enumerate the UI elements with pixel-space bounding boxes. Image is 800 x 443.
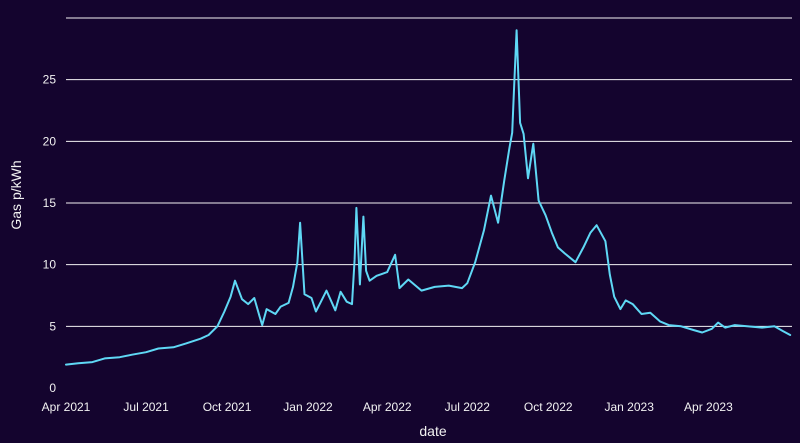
series-layer (65, 29, 792, 366)
x-tick-label: Jul 2021 (123, 400, 169, 414)
x-tick-label: Jan 2022 (283, 400, 333, 414)
series-line-0 (65, 29, 792, 366)
y-axis-title: Gas p/kWh (8, 160, 24, 229)
y-tick-label: 0 (49, 381, 56, 395)
x-tick-label: Apr 2023 (684, 400, 733, 414)
x-tick-label: Apr 2021 (42, 400, 91, 414)
x-axis-ticks: Apr 2021 Jul 2021 Oct 2021 Jan 2022 Apr 2022… (42, 400, 733, 414)
y-tick-label: 25 (43, 73, 57, 87)
y-tick-label: 10 (43, 258, 57, 272)
x-tick-label: Apr 2022 (363, 400, 412, 414)
x-tick-label: Jul 2022 (445, 400, 491, 414)
x-tick-label: Oct 2021 (203, 400, 252, 414)
y-tick-label: 20 (43, 134, 57, 148)
x-tick-label: Oct 2022 (524, 400, 573, 414)
gridlines (66, 17, 792, 327)
x-axis-title: date (419, 423, 446, 439)
y-tick-label: 15 (43, 196, 57, 210)
y-tick-label: 5 (49, 319, 56, 333)
y-axis-ticks: 0 5 10 15 20 25 (43, 73, 57, 395)
x-tick-label: Jan 2023 (605, 400, 655, 414)
